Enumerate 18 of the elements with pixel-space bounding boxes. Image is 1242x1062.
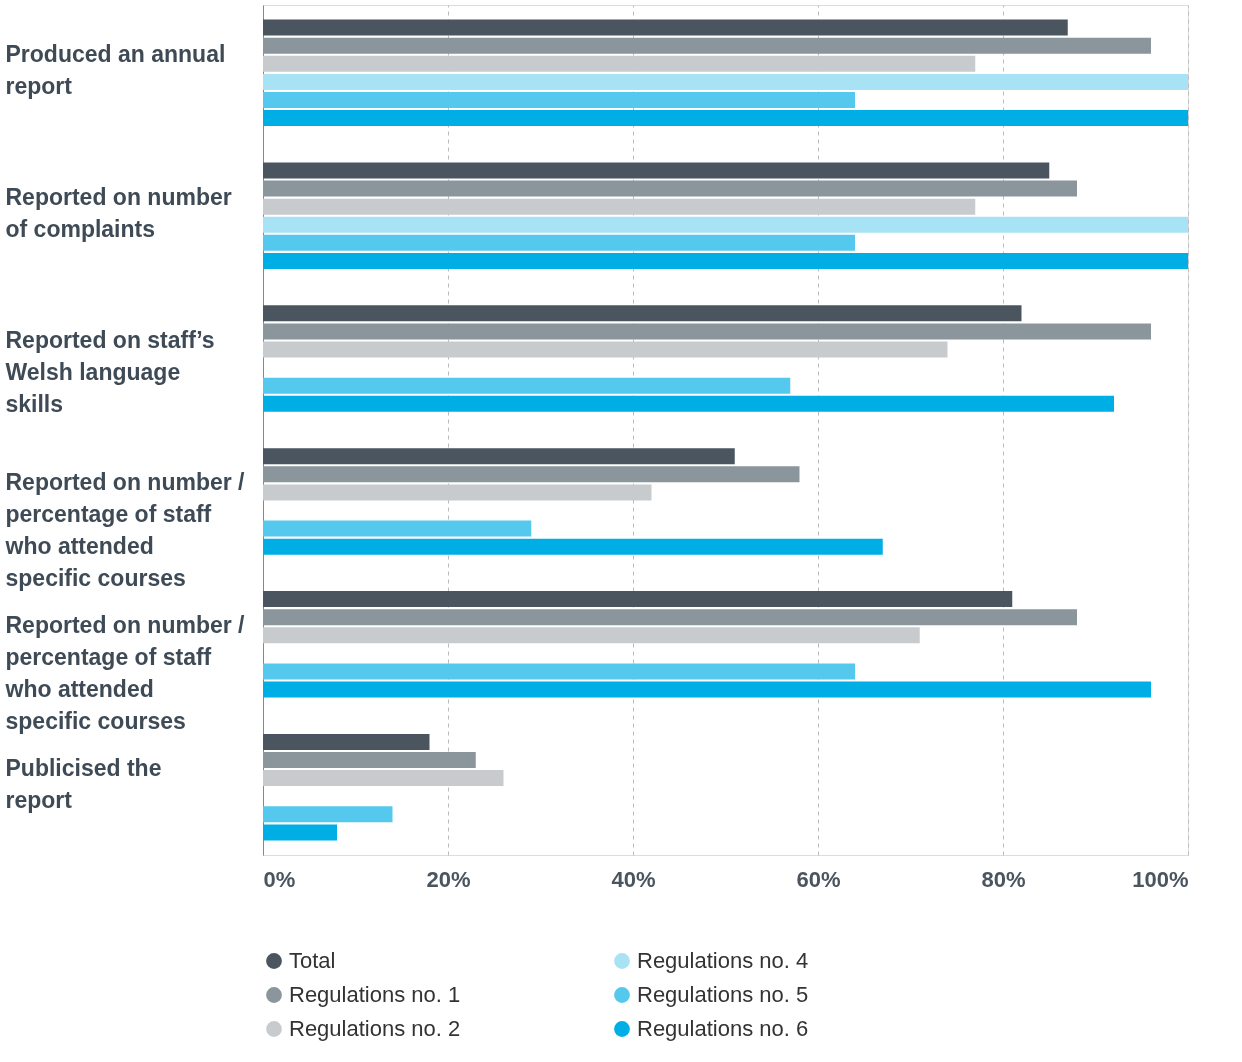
legend-label: Total	[289, 948, 336, 973]
y-tick-label: Reported on number / percentage of staff who attended specific courses	[4, 469, 246, 592]
x-tick-label: 100%	[1132, 866, 1189, 892]
x-tick-label: 40%	[611, 866, 656, 892]
legend-label: Regulations no. 1	[289, 982, 461, 1007]
y-tick-label: Reported on number / percentage of staff who attended specific courses	[4, 612, 246, 735]
legend-label: Regulations no. 2	[289, 1016, 461, 1041]
x-tick-label: 0%	[263, 866, 296, 892]
legend-label: Regulations no. 4	[637, 948, 809, 973]
legend-label: Regulations no. 6	[637, 1016, 809, 1041]
y-tick-label: Publicised the report	[5, 755, 162, 814]
y-tick-label: Reported on number of complaints	[5, 183, 232, 242]
x-tick-label: 80%	[981, 866, 1026, 892]
legend-label: Regulations no. 5	[637, 982, 809, 1007]
y-tick-label: Produced an annual report	[5, 40, 226, 99]
y-tick-label: Reported on staff’s Welsh language skills	[5, 326, 215, 417]
x-tick-label: 20%	[426, 866, 471, 892]
x-tick-label: 60%	[796, 866, 841, 892]
